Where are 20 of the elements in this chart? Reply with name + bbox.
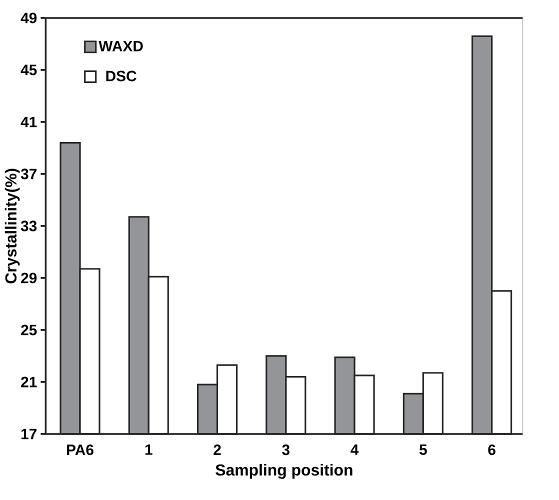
x-tick-label: 5 xyxy=(419,444,427,455)
y-tick-label: 37 xyxy=(20,168,37,180)
legend-label: WAXD xyxy=(98,40,143,52)
x-tick-label: 6 xyxy=(488,444,496,456)
y-tick-label: 41 xyxy=(20,116,37,128)
x-tick-label: 4 xyxy=(350,444,359,455)
y-tick-label: 17 xyxy=(21,428,37,440)
x-tick-label: PA6 xyxy=(67,444,94,456)
x-tick-label: 1 xyxy=(145,444,152,455)
y-axis-title: Crystallinity(%) xyxy=(4,168,20,284)
x-axis-title: Sampling position xyxy=(216,464,352,479)
y-tick-label: 49 xyxy=(20,12,37,24)
x-tick-label: 3 xyxy=(282,444,290,456)
x-tick-label: 2 xyxy=(214,444,221,455)
y-tick-label: 25 xyxy=(21,324,37,336)
legend-label: DSC xyxy=(106,70,136,82)
y-tick-label: 45 xyxy=(20,64,37,76)
y-tick-label: 21 xyxy=(21,376,37,388)
y-tick-label: 33 xyxy=(20,220,37,232)
y-tick-label: 29 xyxy=(21,272,37,284)
